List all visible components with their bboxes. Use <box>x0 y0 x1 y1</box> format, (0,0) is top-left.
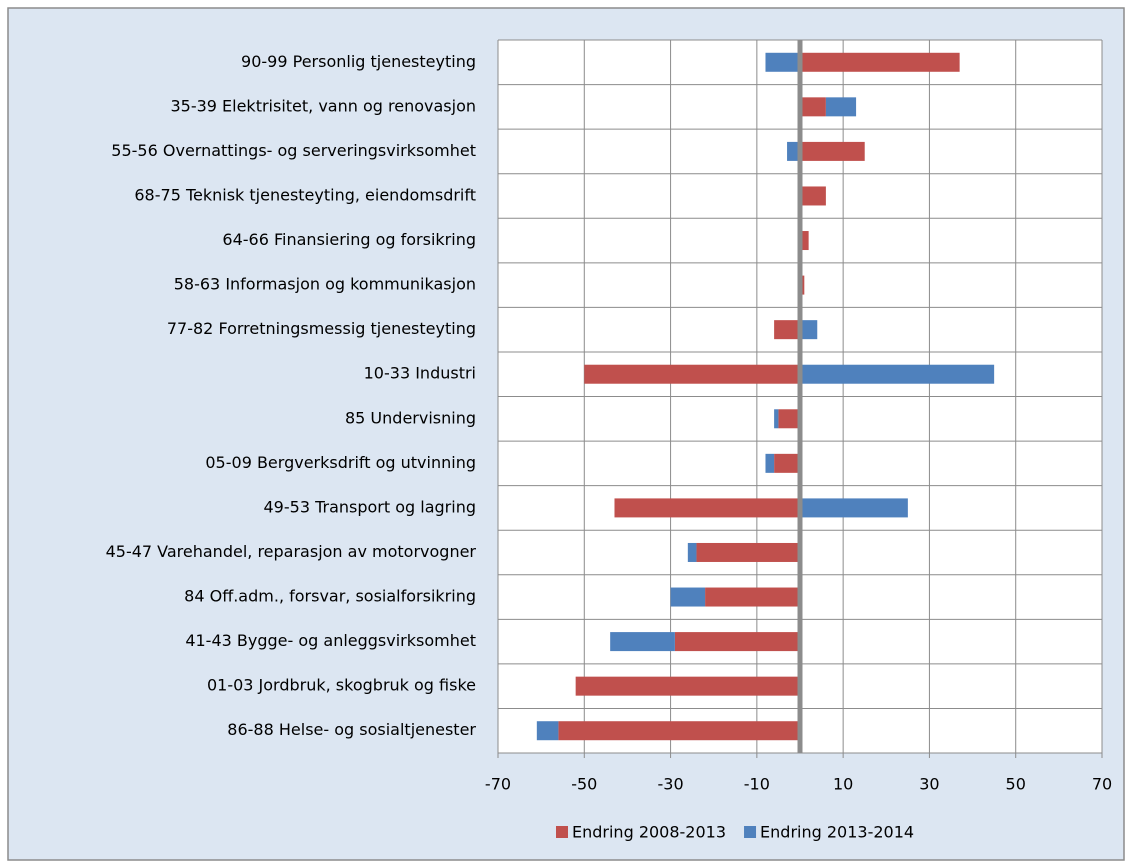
x-tick-label: 30 <box>919 775 939 794</box>
x-tick-label: -70 <box>485 775 511 794</box>
y-tick-label: 41-43 Bygge- og anleggsvirksomhet <box>185 631 476 650</box>
legend-swatch <box>744 826 757 838</box>
bar <box>800 186 826 206</box>
x-tick-label: 10 <box>833 775 853 794</box>
y-tick-label: 77-82 Forretningsmessig tjenesteyting <box>167 319 476 338</box>
bar <box>800 141 865 161</box>
y-tick-label: 58-63 Informasjon og kommunikasjon <box>174 275 476 294</box>
bar <box>674 632 800 652</box>
y-tick-label: 45-47 Varehandel, reparasjon av motorvog… <box>106 542 477 561</box>
y-tick-label: 49-53 Transport og lagring <box>264 497 477 516</box>
bar <box>614 498 800 518</box>
x-tick-label: -50 <box>571 775 597 794</box>
x-tick-label: 70 <box>1092 775 1112 794</box>
y-tick-label: 05-09 Bergverksdrift og utvinning <box>205 453 476 472</box>
bar <box>575 676 800 696</box>
bar <box>558 721 800 741</box>
legend-swatch <box>556 826 568 838</box>
bar <box>774 453 800 473</box>
bar <box>800 52 960 72</box>
bar <box>765 52 800 72</box>
y-tick-label: 90-99 Personlig tjenesteyting <box>241 52 476 71</box>
bar <box>787 141 800 161</box>
bar <box>705 587 800 607</box>
bar <box>800 364 995 384</box>
bar <box>800 231 809 251</box>
x-tick-label: 50 <box>1006 775 1026 794</box>
bar <box>825 97 857 117</box>
bar <box>800 498 908 518</box>
y-tick-label: 55-56 Overnattings- og serveringsvirksom… <box>111 141 476 160</box>
legend-label: Endring 2013-2014 <box>760 823 914 842</box>
x-tick-label: -30 <box>658 775 684 794</box>
y-tick-label: 86-88 Helse- og sosialtjenester <box>227 720 476 739</box>
bar <box>670 587 706 607</box>
y-tick-label: 35-39 Elektrisitet, vann og renovasjon <box>170 96 476 115</box>
bar <box>765 453 775 473</box>
bar <box>610 632 675 652</box>
y-tick-label: 01-03 Jordbruk, skogbruk og fiske <box>207 676 476 695</box>
y-tick-label: 84 Off.adm., forsvar, sosialforsikring <box>184 587 476 606</box>
bar <box>774 409 779 429</box>
y-tick-label: 10-33 Industri <box>364 364 476 383</box>
legend-label: Endring 2008-2013 <box>572 823 726 842</box>
bar <box>774 320 800 340</box>
bar <box>536 721 559 741</box>
y-tick-label: 64-66 Finansiering og forsikring <box>222 230 476 249</box>
bar <box>800 97 826 117</box>
bar <box>696 542 800 562</box>
y-tick-label: 85 Undervisning <box>345 408 476 427</box>
bar <box>778 409 800 429</box>
x-tick-label: -10 <box>744 775 770 794</box>
bar <box>687 542 697 562</box>
y-tick-label: 68-75 Teknisk tjenesteyting, eiendomsdri… <box>134 185 476 204</box>
bar <box>584 364 800 384</box>
bar <box>800 320 818 340</box>
